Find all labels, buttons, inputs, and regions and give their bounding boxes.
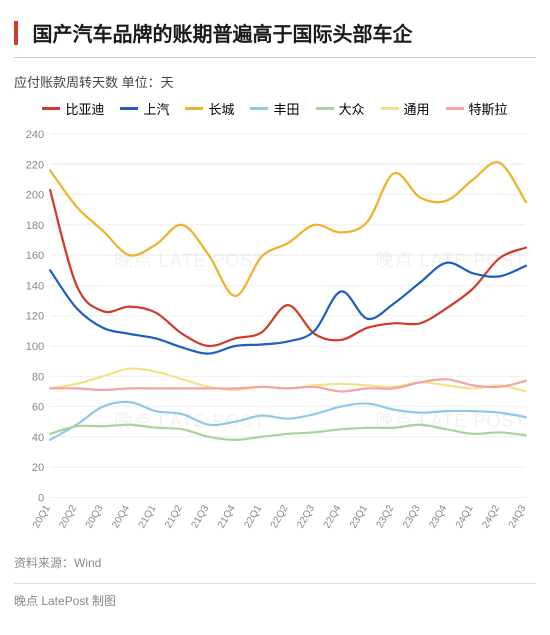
legend-label: 特斯拉 bbox=[469, 99, 508, 118]
svg-text:21Q3: 21Q3 bbox=[190, 503, 212, 530]
svg-text:24Q2: 24Q2 bbox=[480, 503, 502, 530]
divider-bottom bbox=[14, 583, 536, 584]
svg-text:晚点 LATE POST: 晚点 LATE POST bbox=[114, 411, 265, 431]
svg-text:22Q3: 22Q3 bbox=[295, 503, 317, 530]
svg-text:160: 160 bbox=[26, 250, 44, 262]
divider bbox=[14, 57, 536, 58]
svg-text:22Q4: 22Q4 bbox=[322, 503, 344, 530]
legend-swatch bbox=[42, 107, 60, 110]
legend-label: 通用 bbox=[404, 99, 430, 118]
legend-label: 丰田 bbox=[273, 99, 299, 118]
chart-area: 0 20 40 60 80 100 120 140 160 180 200 220 240 晚点 LATE… bbox=[14, 126, 536, 548]
legend-item: 上汽 bbox=[120, 99, 169, 118]
svg-text:23Q4: 23Q4 bbox=[427, 503, 449, 530]
svg-text:20: 20 bbox=[32, 462, 44, 474]
title-accent bbox=[14, 21, 18, 45]
svg-text:20Q4: 20Q4 bbox=[110, 503, 132, 530]
svg-text:80: 80 bbox=[32, 371, 44, 383]
svg-text:23Q3: 23Q3 bbox=[401, 503, 423, 530]
svg-text:200: 200 bbox=[26, 190, 44, 202]
svg-text:21Q1: 21Q1 bbox=[137, 503, 159, 530]
title-row: 国产汽车品牌的账期普遍高于国际头部车企 bbox=[14, 18, 536, 47]
svg-text:20Q1: 20Q1 bbox=[31, 503, 53, 530]
legend-label: 上汽 bbox=[143, 99, 169, 118]
legend-item: 大众 bbox=[316, 99, 365, 118]
svg-text:24Q1: 24Q1 bbox=[454, 503, 476, 530]
legend-label: 大众 bbox=[339, 99, 365, 118]
svg-text:240: 240 bbox=[26, 129, 44, 141]
legend-swatch bbox=[250, 107, 268, 110]
legend-label: 长城 bbox=[208, 99, 234, 118]
chart-subtitle: 应付账款周转天数 单位：天 bbox=[14, 72, 536, 91]
svg-text:0: 0 bbox=[38, 492, 44, 504]
legend-swatch bbox=[120, 107, 138, 110]
legend-item: 长城 bbox=[185, 99, 234, 118]
svg-text:23Q2: 23Q2 bbox=[375, 503, 397, 530]
svg-text:24Q3: 24Q3 bbox=[507, 503, 529, 530]
source-text: 资料来源：Wind bbox=[14, 554, 536, 571]
legend-item: 通用 bbox=[381, 99, 430, 118]
svg-text:100: 100 bbox=[26, 341, 44, 353]
svg-text:220: 220 bbox=[26, 159, 44, 171]
series-line bbox=[50, 162, 526, 296]
svg-text:晚点 LATE POST: 晚点 LATE POST bbox=[375, 251, 526, 271]
svg-text:23Q1: 23Q1 bbox=[348, 503, 370, 530]
credit-text: 晚点 LatePost 制图 bbox=[14, 592, 536, 609]
legend-label: 比亚迪 bbox=[65, 99, 104, 118]
line-chart: 0 20 40 60 80 100 120 140 160 180 200 220 240 晚点 LATE… bbox=[14, 126, 536, 548]
svg-text:22Q2: 22Q2 bbox=[269, 503, 291, 530]
legend-item: 丰田 bbox=[250, 99, 299, 118]
legend: 比亚迪 上汽 长城 丰田 大众 通用 特斯拉 bbox=[14, 99, 536, 118]
svg-text:40: 40 bbox=[32, 432, 44, 444]
svg-text:22Q1: 22Q1 bbox=[242, 503, 264, 530]
svg-text:晚点 LATE POST: 晚点 LATE POST bbox=[114, 251, 265, 271]
legend-item: 特斯拉 bbox=[446, 99, 508, 118]
legend-swatch bbox=[185, 107, 203, 110]
svg-text:140: 140 bbox=[26, 280, 44, 292]
svg-text:20Q2: 20Q2 bbox=[57, 503, 79, 530]
series-line bbox=[50, 379, 526, 391]
svg-text:20Q3: 20Q3 bbox=[84, 503, 106, 530]
legend-item: 比亚迪 bbox=[42, 99, 104, 118]
svg-text:60: 60 bbox=[32, 402, 44, 414]
svg-text:180: 180 bbox=[26, 220, 44, 232]
svg-text:21Q2: 21Q2 bbox=[163, 503, 185, 530]
chart-card: 国产汽车品牌的账期普遍高于国际头部车企 应付账款周转天数 单位：天 比亚迪 上汽 长… bbox=[0, 0, 550, 619]
svg-text:120: 120 bbox=[26, 311, 44, 323]
legend-swatch bbox=[316, 107, 334, 110]
legend-swatch bbox=[446, 107, 464, 110]
chart-title: 国产汽车品牌的账期普遍高于国际头部车企 bbox=[32, 24, 412, 46]
svg-text:21Q4: 21Q4 bbox=[216, 503, 238, 530]
legend-swatch bbox=[381, 107, 399, 110]
